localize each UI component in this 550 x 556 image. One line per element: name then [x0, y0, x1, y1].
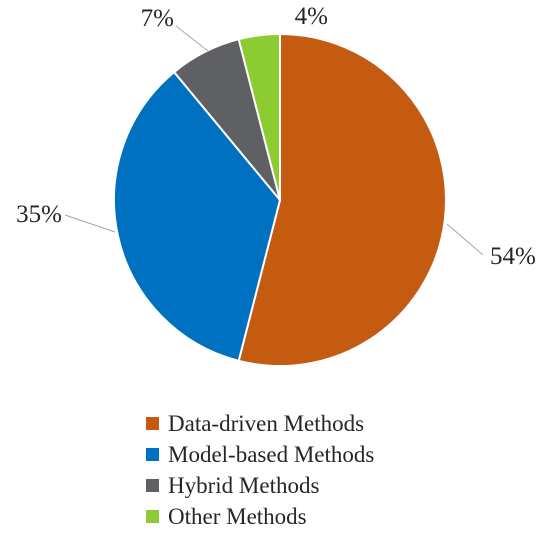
leader-line-model-based-methods	[64, 214, 116, 233]
pie-slices	[113, 32, 447, 367]
data-label-data-driven-methods: 54%	[490, 243, 536, 270]
legend-label: Hybrid Methods	[168, 472, 320, 498]
leader-lines	[64, 25, 484, 256]
pie-slice-other-methods	[237, 32, 281, 201]
data-label-other-methods: 4%	[295, 3, 328, 30]
legend-item-hybrid-methods: Hybrid Methods	[146, 470, 374, 501]
legend-item-model-based-methods: Model-based Methods	[146, 439, 374, 470]
legend-label: Data-driven Methods	[168, 410, 365, 436]
legend-item-data-driven-methods: Data-driven Methods	[146, 408, 374, 439]
legend-label: Model-based Methods	[168, 441, 375, 467]
legend: Data-driven Methods Model-based Methods Hy…	[146, 408, 374, 532]
legend-swatch	[146, 510, 159, 523]
legend-swatch	[146, 448, 159, 461]
data-label-model-based-methods: 35%	[16, 201, 62, 228]
pie-slice-model-based-methods	[113, 70, 282, 363]
data-label-hybrid-methods: 7%	[141, 5, 174, 32]
legend-item-other-methods: Other Methods	[146, 501, 374, 532]
legend-label: Other Methods	[168, 503, 307, 529]
data-labels: 54% 35% 7% 4%	[16, 3, 536, 270]
leader-line-data-driven-methods	[446, 223, 484, 256]
legend-swatch	[146, 417, 159, 430]
leader-line-hybrid-methods	[175, 25, 209, 52]
pie-slice-data-driven-methods	[237, 32, 447, 367]
legend-swatch	[146, 479, 159, 492]
